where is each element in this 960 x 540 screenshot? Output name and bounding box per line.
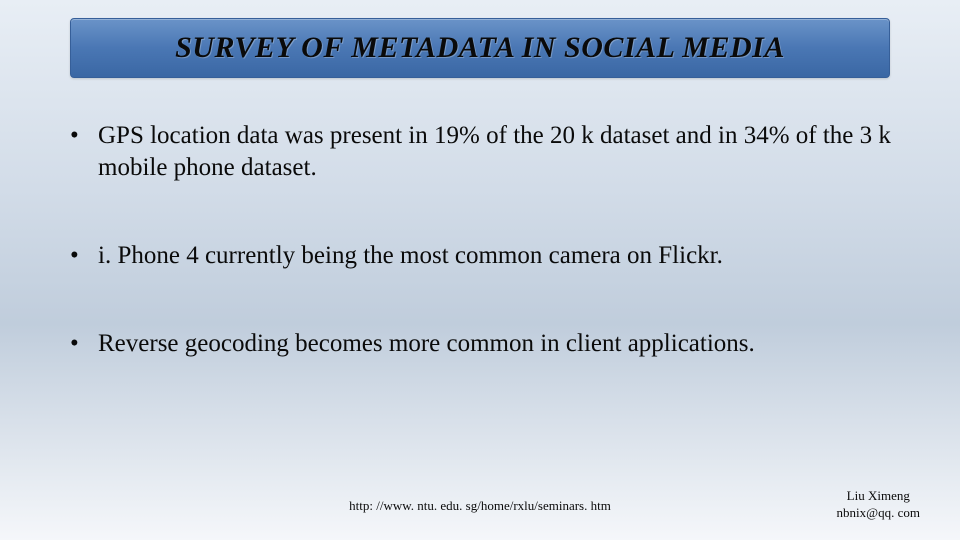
title-bar: SURVEY OF METADATA IN SOCIAL MEDIA — [70, 18, 890, 78]
footer-url: http: //www. ntu. edu. sg/home/rxlu/semi… — [349, 498, 611, 514]
footer-author: Liu Ximeng nbnix@qq. com — [837, 488, 920, 522]
bullet-item: i. Phone 4 currently being the most comm… — [70, 240, 900, 272]
bullet-item: GPS location data was present in 19% of … — [70, 120, 900, 184]
content-area: GPS location data was present in 19% of … — [70, 120, 900, 416]
bullet-item: Reverse geocoding becomes more common in… — [70, 328, 900, 360]
author-name: Liu Ximeng — [837, 488, 920, 505]
author-email: nbnix@qq. com — [837, 505, 920, 522]
slide-title: SURVEY OF METADATA IN SOCIAL MEDIA — [175, 31, 785, 65]
